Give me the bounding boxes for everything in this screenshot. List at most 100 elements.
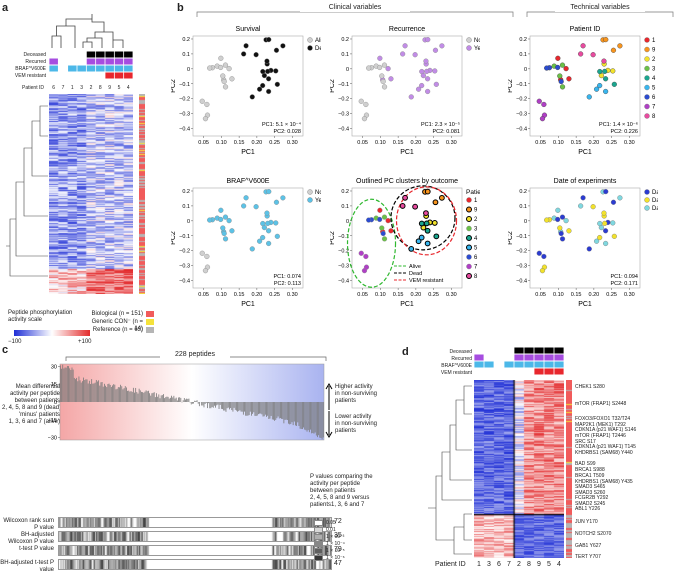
x-tick: 0.20 — [252, 292, 263, 298]
data-point — [415, 86, 422, 92]
peptide-bar — [216, 402, 218, 406]
data-point — [358, 250, 364, 256]
x-tick: 0.25 — [428, 292, 439, 298]
annotation-cell — [124, 58, 133, 65]
data-point — [544, 65, 550, 71]
patient-id-label: Patient ID — [22, 85, 44, 91]
legend-label: Yes — [474, 46, 480, 52]
data-point — [541, 101, 547, 108]
peptide-bar — [245, 402, 247, 416]
data-point — [424, 240, 431, 247]
peptide-bar — [119, 387, 120, 402]
peptide-bar — [143, 392, 145, 402]
data-point — [611, 233, 617, 239]
lower-activity-label: Lower activity in non-surviving patients — [335, 414, 378, 434]
data-point — [218, 55, 224, 61]
data-point — [218, 207, 224, 213]
data-point — [578, 51, 584, 57]
y-tick: −0.4 — [338, 279, 349, 285]
peptide-bar — [286, 402, 288, 421]
legend-marker — [644, 113, 650, 119]
data-point — [402, 194, 408, 201]
y-axis-label: PC2 — [508, 79, 514, 93]
data-point — [273, 68, 279, 74]
peptide-bar — [303, 402, 304, 428]
data-point — [218, 216, 224, 223]
data-point — [439, 43, 445, 49]
peptide-bar — [98, 380, 100, 402]
peptide-bar — [80, 382, 82, 402]
peptide-bar — [302, 402, 303, 430]
data-point — [363, 253, 369, 260]
peptide-bar — [269, 402, 271, 419]
legend-marker — [307, 189, 313, 195]
stats-text: PC1: 0.094 — [610, 274, 638, 280]
peptide-bar — [261, 402, 263, 415]
annotation-cell — [534, 347, 544, 354]
annotation-cell — [105, 72, 114, 79]
data-point — [266, 189, 272, 195]
peptide-bar — [92, 383, 94, 402]
data-point — [536, 250, 542, 256]
data-point — [617, 43, 623, 49]
peptide-bar — [258, 402, 259, 415]
peptide-bar — [306, 402, 308, 432]
data-point — [379, 225, 385, 231]
patient-id: 3 — [487, 561, 491, 568]
peptide-bar — [204, 402, 206, 404]
data-point — [266, 37, 272, 43]
peptide-bar — [208, 402, 210, 404]
legend-label: Day 1 — [652, 190, 658, 196]
panel-a-heatmap — [49, 94, 133, 294]
data-point — [424, 76, 431, 82]
legend-label: 6 — [652, 95, 656, 101]
peptide-bar — [266, 402, 267, 417]
outline-legend-label: Dead — [409, 271, 422, 277]
x-tick: 0.05 — [357, 140, 368, 146]
peptide-bar — [310, 402, 311, 430]
annotation-cell — [524, 361, 534, 368]
peptide-bar — [99, 385, 101, 402]
peptide-bar — [131, 391, 133, 402]
x-tick: 0.10 — [375, 292, 386, 298]
legend-label: 5 — [652, 86, 656, 92]
y-tick: −0.3 — [516, 264, 527, 270]
x-tick: 0.15 — [234, 292, 245, 298]
peptide-bar — [219, 402, 221, 405]
legend-biological-swatch — [146, 311, 154, 317]
data-point — [601, 210, 607, 216]
data-point — [388, 228, 394, 234]
peptide-bar — [82, 381, 83, 402]
peptide-bar — [76, 377, 78, 402]
peptide-bar — [313, 402, 315, 434]
panel-c-pvalue-scale: 0.05 0.01 1 × 10⁻³ 1 × 10⁻⁴ 1 × 10⁻⁵ 1 × 10⁻⁶ — [314, 520, 374, 564]
annotation-cell — [96, 65, 105, 72]
pvalue-strip — [58, 531, 332, 542]
pvalue-row-label: Wilcoxon rank sum P value — [3, 518, 54, 531]
scale-max-label: +100 — [78, 339, 92, 345]
scale-min-label: −100 — [8, 339, 22, 345]
data-point — [593, 238, 600, 244]
peptide-bar — [292, 402, 294, 426]
peptide-bar — [268, 402, 270, 419]
data-point — [563, 218, 569, 224]
y-tick: 0 — [187, 219, 190, 225]
x-tick: 0.30 — [446, 292, 457, 298]
legend-marker — [644, 189, 650, 195]
protein-label: FCGR2B Y292 — [575, 495, 609, 502]
peptide-bar — [233, 402, 235, 408]
annotation-cell — [554, 368, 564, 375]
peptide-bar — [164, 398, 166, 402]
x-tick: 0.15 — [393, 292, 404, 298]
patient-id: 7 — [507, 561, 511, 568]
legend-marker — [466, 197, 472, 203]
patient-id: 5 — [547, 561, 551, 568]
data-point — [432, 47, 439, 53]
ann-label-deceased: Deceased — [23, 52, 46, 58]
peptide-bar — [84, 380, 86, 402]
peptide-bar — [207, 402, 208, 409]
annotation-cell — [514, 361, 524, 368]
y-tick: −0.4 — [516, 127, 527, 133]
peptide-bar — [289, 402, 291, 425]
